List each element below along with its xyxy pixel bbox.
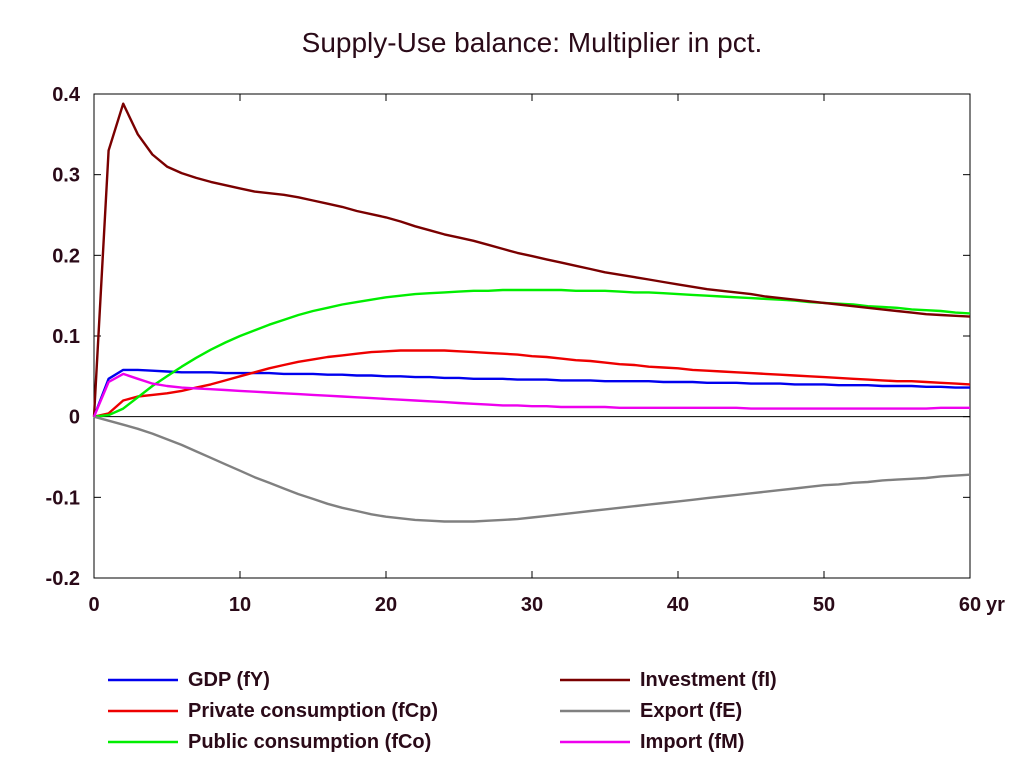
series-line-export-fe	[93, 415, 971, 523]
y-axis: -0.2 -0.1 0 0.1 0.2 0.3 0.4	[46, 84, 970, 590]
legend-label: GDP (fY)	[188, 669, 270, 691]
y-tick-label: -0.2	[46, 568, 80, 590]
y-tick-label: 0.2	[52, 245, 80, 267]
x-tick-label: 50	[813, 594, 835, 616]
x-axis-unit-label: yr	[986, 594, 1005, 616]
x-axis: 0 10 20 30 40 50 60	[88, 94, 981, 616]
series-lines	[92, 102, 971, 523]
x-tick-label: 20	[375, 594, 397, 616]
y-tick-label: 0.3	[52, 165, 80, 187]
series-line-import-fm	[92, 372, 970, 418]
series-line-private-consumption-fcp	[93, 349, 971, 418]
legend-label: Import (fM)	[640, 731, 744, 753]
chart-title: Supply-Use balance: Multiplier in pct.	[302, 27, 763, 58]
x-tick-label: 40	[667, 594, 689, 616]
x-tick-label: 0	[88, 594, 99, 616]
series-line-public-consumption-fco	[93, 288, 971, 418]
legend-label: Private consumption (fCp)	[188, 700, 438, 722]
x-tick-label: 30	[521, 594, 543, 616]
y-tick-label: 0.1	[52, 326, 80, 348]
legend: GDP (fY) Private consumption (fCp) Public …	[108, 669, 777, 753]
legend-label: Investment (fI)	[640, 669, 777, 691]
x-tick-label: 10	[229, 594, 251, 616]
plot-frame	[93, 93, 971, 579]
y-tick-label: 0	[69, 407, 80, 429]
series-line-investment-fi	[92, 102, 971, 417]
y-tick-label: -0.1	[46, 487, 80, 509]
x-tick-label: 60	[959, 594, 981, 616]
legend-label: Export (fE)	[640, 700, 742, 722]
legend-label: Public consumption (fCo)	[188, 731, 431, 753]
y-tick-label: 0.4	[52, 84, 81, 106]
series-line-gdp-fy	[92, 368, 970, 418]
